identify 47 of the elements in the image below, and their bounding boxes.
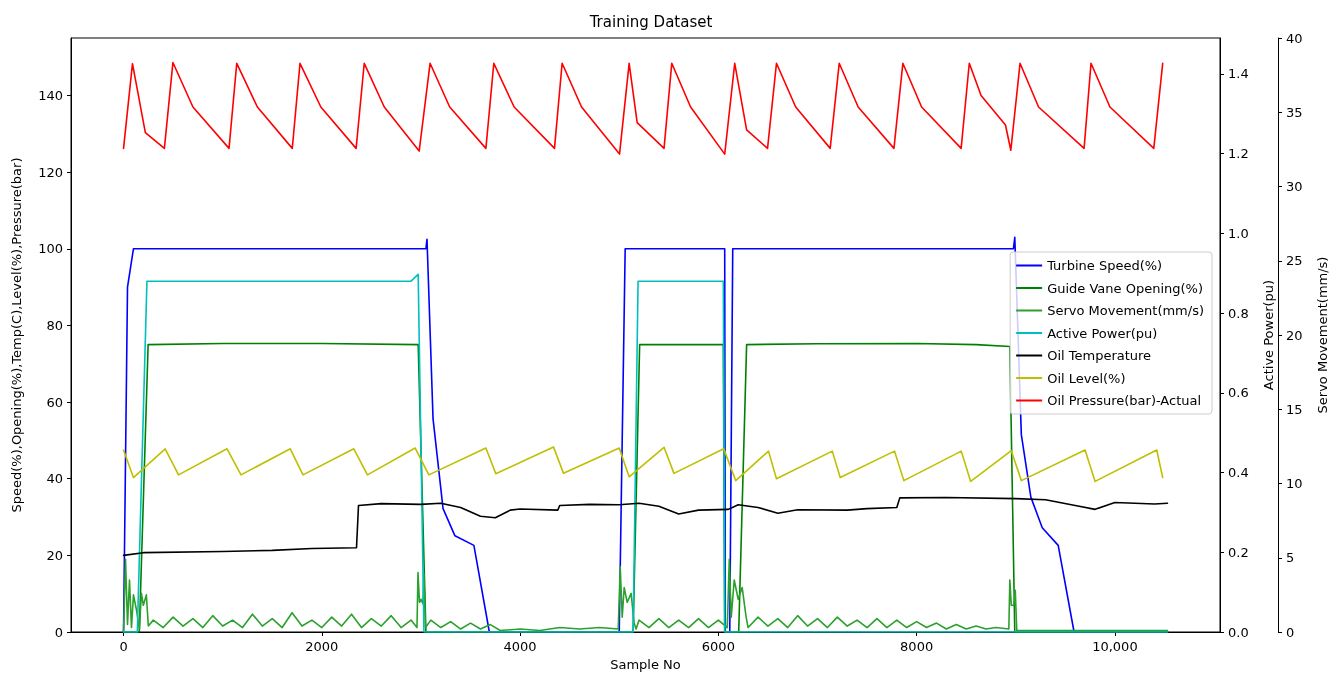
y-tick-label: 20 <box>46 547 63 563</box>
y2-tick-label: 1.0 <box>1228 225 1249 241</box>
y2-tick-label: 0.6 <box>1228 385 1249 401</box>
legend-label: Active Power(pu) <box>1047 325 1158 341</box>
y3-tick-label: 5 <box>1286 550 1295 566</box>
x-tick-label: 10,000 <box>1092 639 1138 654</box>
y3-tick-label: 20 <box>1286 327 1303 343</box>
y-axis-title: Speed(%),Opening(%),Temp(C),Level(%),Pressure(bar) <box>9 157 24 513</box>
legend-label: Turbine Speed(%) <box>1046 258 1163 273</box>
legend-label: Oil Level(%) <box>1047 370 1126 386</box>
y2-tick-label: 0.4 <box>1228 465 1249 481</box>
x-tick-label: 4000 <box>503 639 537 654</box>
y2-tick-label: 1.2 <box>1228 146 1249 162</box>
line-series <box>122 496 1169 557</box>
y3-tick-label: 30 <box>1286 179 1303 194</box>
y3-tick-label: 40 <box>1286 30 1303 46</box>
legend-label: Oil Temperature <box>1047 348 1152 363</box>
y-tick-label: 120 <box>38 164 63 180</box>
legend-label: Guide Vane Opening(%) <box>1047 280 1203 296</box>
y-tick-label: 60 <box>46 394 63 410</box>
y3-tick-label: 15 <box>1286 401 1303 417</box>
x-tick-label: 0 <box>119 639 128 654</box>
y2-axis-title: Active Power(pu) <box>1261 279 1276 391</box>
y-tick-label: 80 <box>46 317 63 333</box>
x-tick-label: 6000 <box>701 639 735 654</box>
y2-tick-label: 0.2 <box>1228 544 1249 560</box>
y-tick-label: 40 <box>46 471 63 487</box>
y2-tick-label: 0.8 <box>1228 305 1249 321</box>
y-tick-label: 100 <box>38 241 63 257</box>
line-series <box>122 446 1164 483</box>
y3-tick-label: 0 <box>1286 624 1295 640</box>
y3-tick-label: 35 <box>1286 104 1303 120</box>
y3-tick-label: 25 <box>1286 253 1303 269</box>
y3-axis-title: Servo Movement(mm/s) <box>1315 256 1330 414</box>
y-tick-label: 0 <box>54 624 63 640</box>
y2-tick-label: 1.4 <box>1228 66 1249 82</box>
legend-label: Oil Pressure(bar)-Actual <box>1047 393 1202 408</box>
line-series <box>122 558 1169 633</box>
x-axis-title: Sample No <box>610 657 681 672</box>
line-series <box>122 61 1164 155</box>
legend-label: Servo Movement(mm/s) <box>1047 303 1204 318</box>
x-tick-label: 2000 <box>305 639 339 654</box>
y3-tick-label: 10 <box>1286 476 1303 491</box>
y-tick-label: 140 <box>38 87 63 103</box>
y2-tick-label: 0.0 <box>1228 624 1249 640</box>
x-tick-label: 8000 <box>900 639 934 654</box>
chart-title: Training Dataset <box>588 12 713 31</box>
